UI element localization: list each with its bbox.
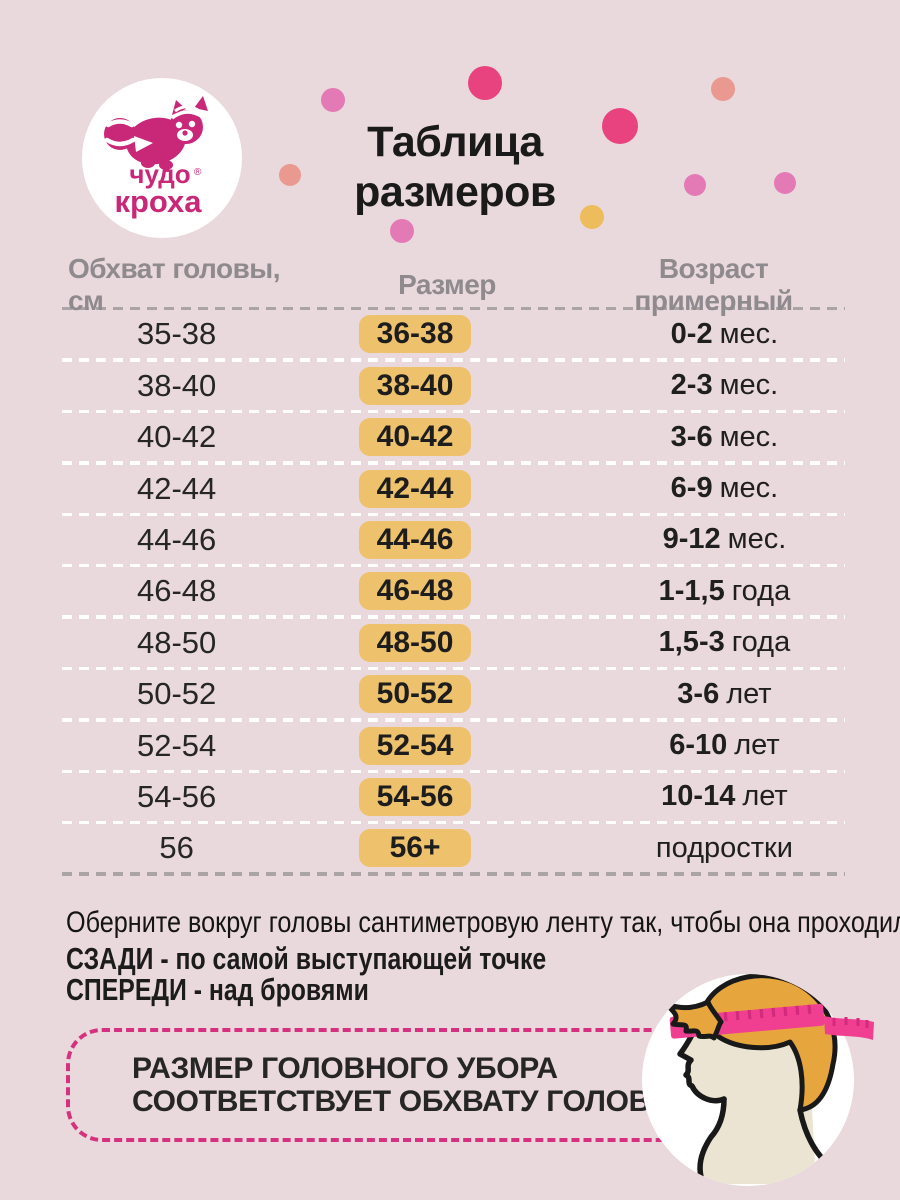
age-cell: 3-6 лет xyxy=(677,677,772,710)
measuring-back-text: СЗАДИ - по самой выступающей точке xyxy=(66,941,547,976)
table-row: 50-52 50-52 3-6 лет xyxy=(62,670,845,718)
age-cell: 3-6 мес. xyxy=(670,420,779,453)
row-separator xyxy=(62,820,845,825)
decorative-dot xyxy=(602,108,638,144)
size-pill: 50-52 xyxy=(359,675,472,714)
header-age: Возраст примерный xyxy=(634,252,793,316)
age-cell: 2-3 мес. xyxy=(670,369,779,402)
size-pill: 48-50 xyxy=(359,623,472,662)
row-separator xyxy=(62,563,845,568)
row-separator xyxy=(62,307,845,311)
decorative-dot xyxy=(321,88,345,112)
table-row: 38-40 38-40 2-3 мес. xyxy=(62,362,845,410)
size-pill: 36-38 xyxy=(359,315,472,354)
logo-word-krokha: кроха xyxy=(114,184,202,219)
table-row: 52-54 52-54 6-10 лет xyxy=(62,722,845,770)
head-circumference-cell: 38-40 xyxy=(136,367,217,403)
size-pill: 46-48 xyxy=(359,572,472,611)
decorative-dot xyxy=(711,77,735,101)
measuring-tape-end xyxy=(824,1016,874,1040)
row-separator xyxy=(62,666,845,671)
size-pill: 54-56 xyxy=(359,777,472,816)
size-pill: 42-44 xyxy=(359,469,472,508)
age-cell: 6-9 мес. xyxy=(670,472,779,505)
table-row: 44-46 44-46 9-12 мес. xyxy=(62,516,845,564)
head-circumference-cell: 48-50 xyxy=(136,624,217,660)
age-cell: 1-1,5 года xyxy=(658,574,791,607)
head-measuring-illustration xyxy=(642,974,874,1186)
size-pill: 40-42 xyxy=(359,418,472,457)
size-pill: 56+ xyxy=(359,829,472,868)
table-header-row: Обхват головы, см Размер Возраст примерн… xyxy=(62,253,845,316)
row-separator xyxy=(62,512,845,516)
header-size: Размер xyxy=(398,268,496,300)
head-circumference-cell: 52-54 xyxy=(136,727,217,763)
raccoon-logo-icon: чудо ® кроха xyxy=(104,96,208,219)
row-separator xyxy=(62,409,845,414)
row-separator xyxy=(62,872,845,876)
face-skin xyxy=(680,1006,816,1184)
head-circumference-cell: 44-46 xyxy=(136,521,217,557)
head-circumference-cell: 42-44 xyxy=(136,470,217,506)
age-cell: 6-10 лет xyxy=(669,729,780,762)
decorative-dot xyxy=(279,164,301,186)
decorative-dot xyxy=(468,66,502,100)
age-cell: подростки xyxy=(655,831,793,864)
decorative-dot xyxy=(774,172,796,194)
table-row: 42-44 42-44 6-9 мес. xyxy=(62,465,845,513)
table-row: 35-38 36-38 0-2 мес. xyxy=(62,310,845,358)
head-circumference-cell: 56 xyxy=(159,830,194,866)
size-pill: 52-54 xyxy=(359,726,472,765)
brand-logo: чудо ® кроха xyxy=(82,78,242,238)
age-cell: 0-2 мес. xyxy=(670,317,779,350)
row-separator xyxy=(62,615,845,619)
page-title-line1: Таблица xyxy=(367,118,543,166)
note-line1: РАЗМЕР ГОЛОВНОГО УБОРА xyxy=(132,1052,558,1085)
row-separator xyxy=(62,718,845,722)
decorative-dot xyxy=(684,174,706,196)
age-cell: 1,5-3 года xyxy=(658,626,791,659)
table-row: 40-42 40-42 3-6 мес. xyxy=(62,413,845,461)
measuring-front-text: СПЕРЕДИ - над бровями xyxy=(66,972,369,1007)
size-pill: 38-40 xyxy=(359,366,472,405)
logo-registered-mark: ® xyxy=(194,167,202,178)
table-row: 46-48 46-48 1-1,5 года xyxy=(62,567,845,615)
table-row: 56 56+ подростки xyxy=(62,824,845,872)
head-circumference-cell: 54-56 xyxy=(136,778,217,814)
table-row: 48-50 48-50 1,5-3 года xyxy=(62,619,845,667)
note-line2: СООТВЕТСТВУЕТ ОБХВАТУ ГОЛОВЫ xyxy=(132,1085,680,1118)
logo-word-chudo: чудо xyxy=(129,159,190,189)
age-cell: 9-12 мес. xyxy=(662,523,787,556)
measuring-intro-text: Оберните вокруг головы сантиметровую лен… xyxy=(66,906,900,939)
page-title-line2: размеров xyxy=(354,168,556,216)
head-circumference-cell: 50-52 xyxy=(136,676,217,712)
size-pill: 44-46 xyxy=(359,520,472,559)
page-title: Таблица размеров xyxy=(280,117,630,217)
header-head-circumference: Обхват головы, см xyxy=(68,252,280,316)
decorative-dot xyxy=(580,205,604,229)
table-row: 54-56 54-56 10-14 лет xyxy=(62,773,845,821)
note-box: РАЗМЕР ГОЛОВНОГО УБОРА СООТВЕТСТВУЕТ ОБХ… xyxy=(66,1028,844,1142)
age-cell: 10-14 лет xyxy=(661,780,788,813)
head-circumference-cell: 46-48 xyxy=(136,573,217,609)
row-separator xyxy=(62,769,845,773)
head-circumference-cell: 40-42 xyxy=(136,419,217,455)
decorative-dot xyxy=(390,219,414,243)
row-separator xyxy=(62,461,845,465)
size-table: Обхват головы, см Размер Возраст примерн… xyxy=(62,253,845,876)
row-separator xyxy=(62,358,845,362)
table-body: 35-38 36-38 0-2 мес. 38-40 38-40 2-3 мес. … xyxy=(62,307,845,876)
head-circumference-cell: 35-38 xyxy=(136,316,217,352)
